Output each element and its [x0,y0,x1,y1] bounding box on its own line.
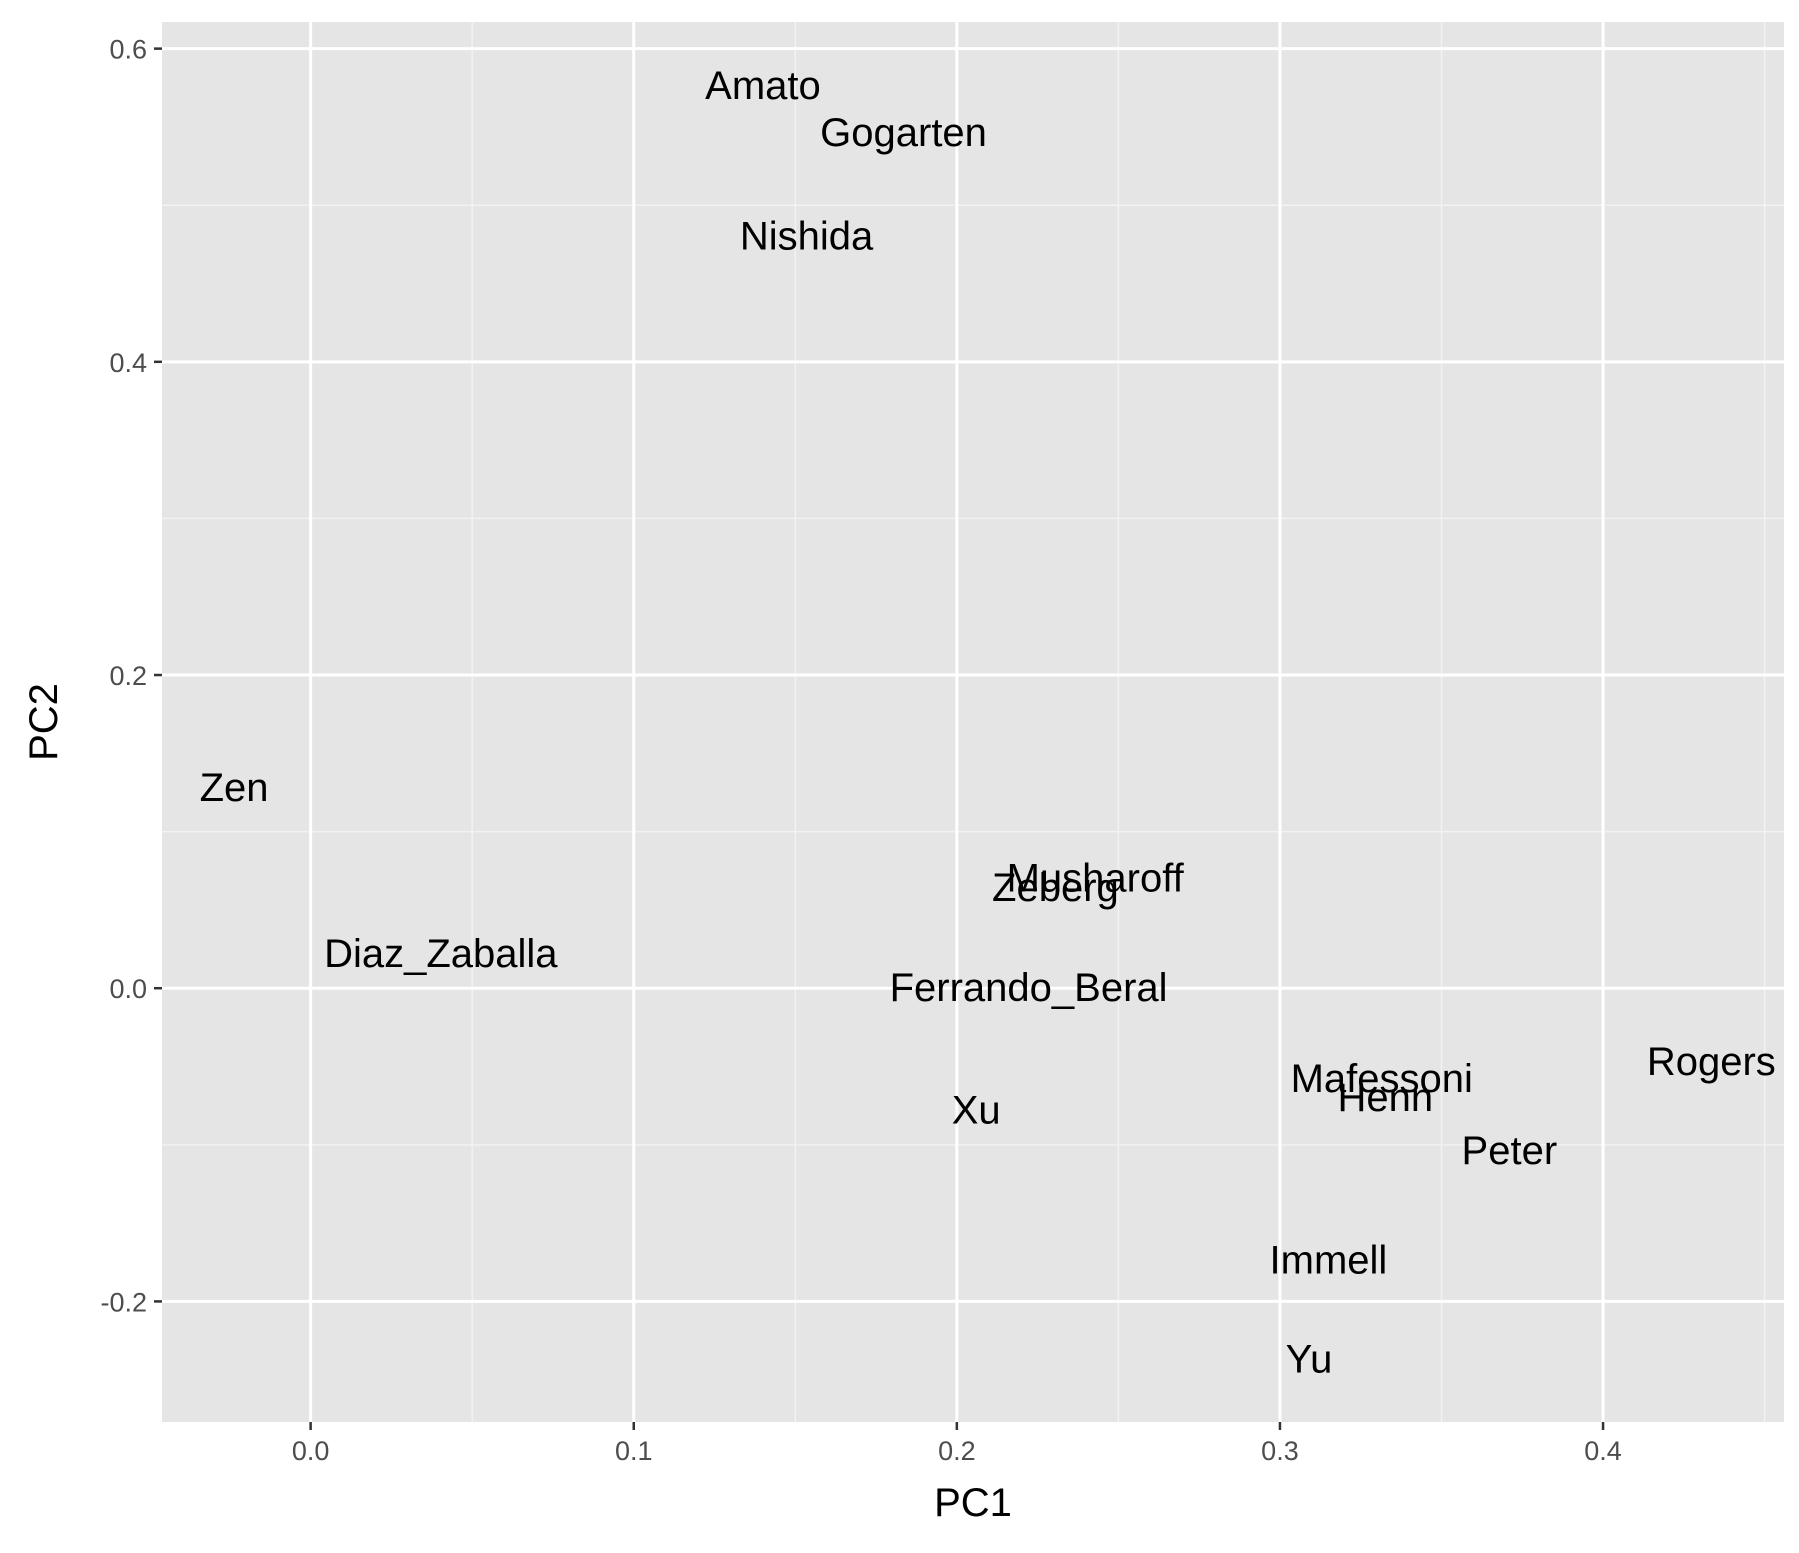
point-label: Gogarten [820,111,987,155]
point-label: Musharoff [1007,857,1185,901]
y-tick-label: -0.2 [100,1287,147,1317]
x-tick-label: 0.2 [938,1436,976,1466]
point-label: Peter [1462,1129,1558,1173]
x-tick-label: 0.1 [615,1436,653,1466]
point-label: Henn [1337,1076,1433,1120]
point-label: Zeberg [992,866,1119,910]
point-label: Rogers [1647,1040,1776,1084]
x-axis-title: PC1 [934,1481,1012,1525]
point-label: Nishida [740,215,874,259]
point-label: Mafessoni [1291,1057,1473,1101]
y-axis-title: PC2 [22,683,66,761]
y-tick-label: 0.0 [109,974,147,1004]
x-tick-label: 0.3 [1261,1436,1299,1466]
point-label: Diaz_Zaballa [324,932,558,976]
y-tick-label: 0.2 [109,661,147,691]
y-tick-label: 0.6 [109,35,147,65]
point-label: Zen [200,766,269,810]
grid-major [162,22,1784,1422]
y-tick-label: 0.4 [109,348,147,378]
point-label: Xu [952,1088,1001,1132]
point-label: Amato [705,64,821,108]
point-label: Ferrando_Beral [890,966,1168,1010]
x-axis: 0.0 0.1 0.2 0.3 0.4 [292,1422,1622,1466]
point-label: Yu [1286,1337,1333,1381]
plot-panel [162,22,1784,1422]
x-tick-label: 0.0 [292,1436,330,1466]
grid-minor [162,22,1784,1422]
x-tick-label: 0.4 [1584,1436,1622,1466]
y-axis: -0.2 0.0 0.2 0.4 0.6 [100,35,162,1317]
point-label: Immell [1270,1239,1388,1283]
